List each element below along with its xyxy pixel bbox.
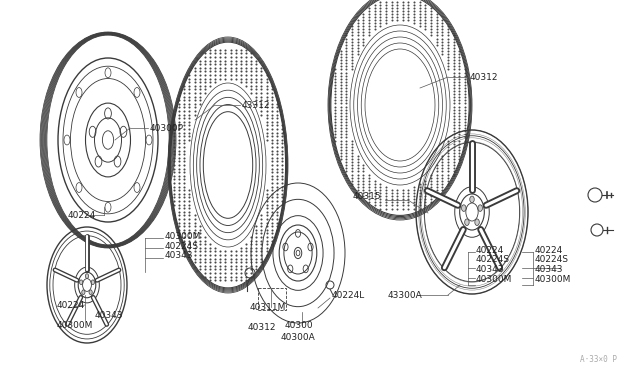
Text: 40224S: 40224S xyxy=(535,256,569,264)
Text: 40343: 40343 xyxy=(535,266,563,275)
Text: 40224: 40224 xyxy=(57,301,85,310)
Text: 40224: 40224 xyxy=(535,246,563,254)
Bar xyxy=(258,288,286,310)
Text: 40224: 40224 xyxy=(476,246,504,254)
Text: 40312: 40312 xyxy=(470,73,499,81)
Text: 40224: 40224 xyxy=(68,211,96,219)
Ellipse shape xyxy=(465,219,469,225)
Ellipse shape xyxy=(475,219,479,225)
Text: 40300: 40300 xyxy=(285,321,314,330)
Text: 40315: 40315 xyxy=(353,192,381,201)
Text: A·33×0 P: A·33×0 P xyxy=(580,356,617,365)
Text: 40300P: 40300P xyxy=(150,124,184,132)
Ellipse shape xyxy=(92,280,95,285)
Text: 40300M: 40300M xyxy=(476,276,513,285)
Text: 40300A: 40300A xyxy=(281,334,316,343)
Text: 40224S: 40224S xyxy=(165,241,199,250)
Text: 40343: 40343 xyxy=(476,266,504,275)
Ellipse shape xyxy=(79,280,83,285)
Ellipse shape xyxy=(478,205,483,211)
Text: 40224L: 40224L xyxy=(332,292,365,301)
Text: 40311M: 40311M xyxy=(250,304,286,312)
Text: 43312: 43312 xyxy=(242,100,271,109)
Text: 40343: 40343 xyxy=(165,251,193,260)
Text: 40300M: 40300M xyxy=(535,276,572,285)
Text: 40300M: 40300M xyxy=(57,321,93,330)
Text: 43300A: 43300A xyxy=(388,291,423,299)
Text: 40300M: 40300M xyxy=(165,231,202,241)
Ellipse shape xyxy=(82,290,85,295)
Ellipse shape xyxy=(470,196,474,203)
Ellipse shape xyxy=(461,205,466,211)
Text: 40224S: 40224S xyxy=(476,256,510,264)
Text: 40343: 40343 xyxy=(95,311,124,320)
Text: 40312: 40312 xyxy=(248,324,276,333)
Ellipse shape xyxy=(85,274,88,278)
Ellipse shape xyxy=(89,290,92,295)
